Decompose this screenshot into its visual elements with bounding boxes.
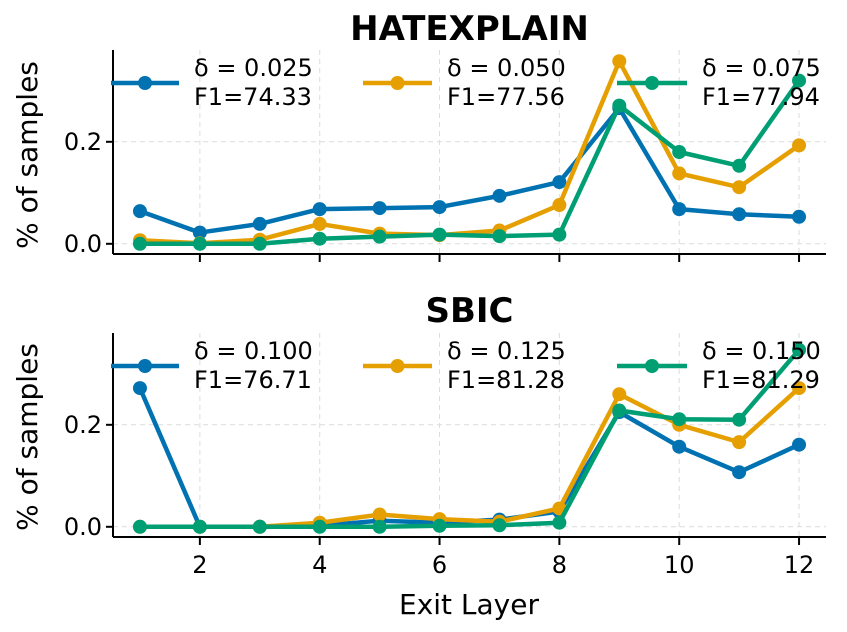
data-point-0-2-10 <box>672 145 687 159</box>
x-tick-label-10: 10 <box>664 551 695 579</box>
legend-f1-1-2: F1=81.29 <box>702 366 820 394</box>
data-point-0-0-2 <box>192 225 207 240</box>
legend-marker-0-2 <box>645 76 659 90</box>
data-point-0-1-4 <box>312 216 327 231</box>
data-point-0-0-7 <box>492 188 507 203</box>
data-point-1-2-1 <box>132 519 147 534</box>
legend-f1-0-0: F1=74.33 <box>194 83 312 111</box>
data-point-0-2-5 <box>372 229 387 244</box>
series-line-0-0 <box>139 105 800 235</box>
data-point-0-2-6 <box>432 227 447 242</box>
legend-delta-0-0: δ = 0.025 <box>194 54 313 82</box>
y-axis-label-top: % of samples <box>11 61 44 249</box>
chart-title-0: HATEXPLAIN <box>350 9 589 49</box>
data-point-1-2-10 <box>672 412 687 427</box>
data-point-1-0-1 <box>132 381 147 396</box>
y-axis-label-bottom: % of samples <box>11 343 44 531</box>
series-line-1-0 <box>137 387 800 530</box>
data-point-0-1-9 <box>612 54 627 69</box>
x-tick-label-4: 4 <box>312 551 327 579</box>
data-point-1-2-11 <box>732 412 747 427</box>
data-point-1-1-11 <box>732 435 747 450</box>
data-point-1-2-5 <box>372 519 387 534</box>
y-tick-label-0-0.0: 0.0 <box>64 230 102 258</box>
series-line-0-2 <box>139 79 801 247</box>
y-tick-label-1-0.2: 0.2 <box>64 411 102 439</box>
x-tick-label-6: 6 <box>432 551 447 579</box>
data-point-0-0-10 <box>672 202 687 217</box>
data-point-0-0-12 <box>792 209 807 224</box>
legend-f1-1-0: F1=76.71 <box>194 366 312 394</box>
data-point-0-2-7 <box>492 229 507 244</box>
data-point-0-2-8 <box>552 227 567 242</box>
data-point-0-2-1 <box>132 236 147 251</box>
data-point-1-2-12 <box>792 342 807 357</box>
data-point-0-2-2 <box>192 236 207 251</box>
legend-f1-1-1: F1=81.28 <box>447 366 565 394</box>
x-tick-label-8: 8 <box>552 551 567 579</box>
x-tick-label-2: 2 <box>192 551 207 579</box>
legend-marker-0-0 <box>138 76 152 90</box>
legend-delta-1-0: δ = 0.100 <box>194 337 313 365</box>
legend-marker-1-0 <box>138 359 152 373</box>
legend-delta-0-1: δ = 0.050 <box>447 54 566 82</box>
series-line-1-2 <box>139 348 801 530</box>
data-point-1-2-7 <box>492 518 507 533</box>
data-point-1-2-2 <box>192 519 207 534</box>
data-point-1-2-4 <box>312 519 327 534</box>
data-point-0-0-4 <box>312 202 327 217</box>
data-point-0-0-6 <box>432 200 447 215</box>
series-line-0-1 <box>139 58 801 246</box>
data-point-1-2-9 <box>612 403 627 418</box>
y-tick-label-1-0.0: 0.0 <box>64 513 102 541</box>
data-point-0-2-4 <box>312 231 327 246</box>
legend-marker-1-2 <box>645 359 659 373</box>
data-point-1-0-11 <box>732 465 747 480</box>
data-point-0-1-11 <box>732 180 747 195</box>
data-point-1-2-8 <box>552 515 567 530</box>
data-point-1-1-12 <box>792 381 807 396</box>
legend-marker-1-1 <box>390 359 405 373</box>
data-point-0-1-10 <box>672 166 687 181</box>
data-point-0-2-11 <box>732 158 747 173</box>
legend-delta-1-2: δ = 0.150 <box>702 337 821 365</box>
data-point-0-1-12 <box>792 138 807 153</box>
legend-delta-1-1: δ = 0.125 <box>447 337 566 365</box>
data-point-0-0-8 <box>552 175 567 190</box>
data-point-0-0-1 <box>132 204 147 219</box>
data-point-1-0-10 <box>672 439 687 454</box>
legend-delta-0-2: δ = 0.075 <box>702 54 821 82</box>
data-point-1-0-12 <box>792 437 807 452</box>
legend-f1-0-1: F1=77.56 <box>447 83 565 111</box>
data-point-1-2-6 <box>432 518 447 533</box>
data-point-0-1-8 <box>552 198 567 213</box>
data-point-0-2-9 <box>612 98 627 113</box>
data-point-1-1-9 <box>612 387 627 402</box>
data-point-0-2-12 <box>792 73 807 88</box>
data-point-0-0-11 <box>732 207 747 222</box>
legend-marker-0-1 <box>390 76 405 90</box>
data-point-0-0-5 <box>372 201 387 216</box>
x-axis-label: Exit Layer <box>399 588 539 621</box>
y-tick-label-0-0.2: 0.2 <box>64 128 102 156</box>
data-point-0-0-3 <box>252 216 267 231</box>
data-point-1-1-5 <box>372 507 387 522</box>
data-point-0-2-3 <box>252 236 267 251</box>
legend-f1-0-2: F1=77.94 <box>702 83 820 111</box>
x-tick-label-12: 12 <box>784 551 815 579</box>
chart-title-1: SBIC <box>425 291 513 331</box>
data-point-1-2-3 <box>252 519 267 534</box>
